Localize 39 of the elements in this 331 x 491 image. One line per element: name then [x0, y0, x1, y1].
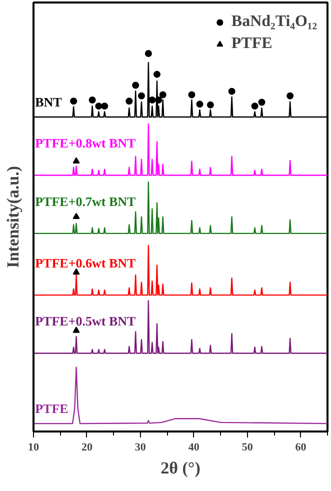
point [72, 157, 80, 164]
legend-label: PTFE [231, 35, 272, 53]
point [196, 100, 204, 108]
series-label: PTFE+0.6wt BNT [35, 255, 136, 270]
series-label: PTFE+0.7wt BNT [35, 194, 136, 209]
series-label: BNT [35, 94, 62, 110]
series-label: PTFE [35, 400, 68, 416]
point [95, 102, 102, 110]
point [144, 50, 152, 58]
point [206, 101, 214, 108]
point [132, 82, 140, 89]
point [72, 326, 80, 333]
x-tick-label: 40 [188, 442, 200, 454]
legend-label: BaNd₂Ti₄O₁₂ [231, 13, 317, 31]
point [101, 102, 108, 110]
x-tick-label: 50 [242, 442, 254, 454]
point [138, 92, 145, 100]
point [126, 98, 133, 105]
point [72, 212, 80, 220]
x-axis-title: 2θ (°) [160, 458, 200, 478]
series-label: PTFE+0.8wt BNT [35, 136, 136, 151]
series-label: PTFE+0.5wt BNT [35, 314, 136, 329]
point [70, 98, 78, 105]
point [258, 98, 266, 106]
point [153, 70, 160, 78]
x-tick-label: 30 [134, 442, 146, 454]
point [72, 268, 80, 275]
point [251, 102, 258, 110]
point [159, 91, 166, 98]
point [148, 96, 156, 104]
point [286, 92, 294, 100]
x-tick-label: 10 [28, 442, 40, 454]
y-axis-title: Intensity(a.u.) [4, 166, 22, 268]
point [88, 96, 96, 104]
point [155, 96, 162, 104]
point [188, 91, 196, 98]
x-tick-label: 20 [81, 442, 93, 454]
x-tick-label: 60 [295, 442, 307, 454]
point [228, 88, 236, 95]
